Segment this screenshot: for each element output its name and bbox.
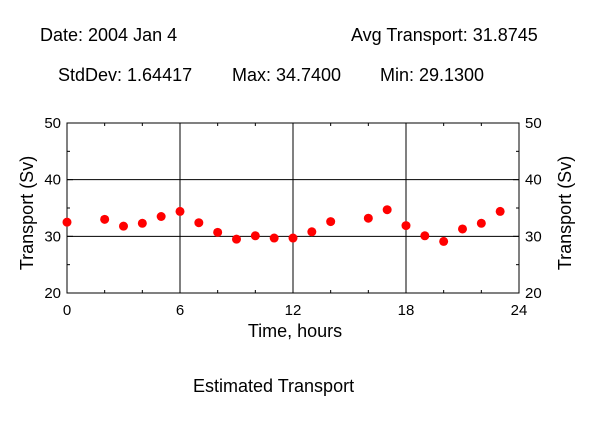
y-tick-label: 20 bbox=[44, 285, 61, 302]
y-axis-label: Transport (Sv) bbox=[17, 156, 37, 270]
max-label: Max: 34.7400 bbox=[232, 65, 342, 85]
x-tick-label: 0 bbox=[63, 302, 71, 319]
data-point bbox=[307, 227, 317, 237]
stddev-label: StdDev: 1.64417 bbox=[58, 65, 193, 85]
x-axis-label: Time, hours bbox=[248, 321, 342, 341]
data-point bbox=[495, 206, 505, 216]
x-tick-label: 24 bbox=[511, 302, 528, 319]
grid-lines bbox=[67, 123, 519, 293]
y-tick-label-right: 20 bbox=[525, 285, 542, 302]
data-point bbox=[232, 234, 241, 244]
data-point bbox=[100, 214, 110, 224]
date-label: Date: 2004 Jan 4 bbox=[40, 25, 178, 45]
y-tick-label: 50 bbox=[44, 115, 61, 132]
data-point bbox=[62, 217, 72, 227]
plot-frame bbox=[66, 122, 520, 294]
data-point bbox=[156, 212, 166, 221]
data-point bbox=[194, 218, 204, 228]
min-label: Min: 29.1300 bbox=[380, 65, 485, 85]
data-points bbox=[62, 205, 505, 246]
data-point bbox=[458, 224, 467, 234]
data-point bbox=[476, 218, 486, 228]
data-point bbox=[250, 231, 260, 241]
x-tick-label: 6 bbox=[176, 302, 184, 319]
data-point bbox=[175, 206, 185, 216]
avg-transport-label: Avg Transport: 31.8745 bbox=[351, 25, 538, 45]
data-point bbox=[363, 213, 373, 223]
data-point bbox=[269, 233, 279, 243]
data-point bbox=[119, 221, 128, 231]
data-point bbox=[439, 236, 449, 246]
data-point bbox=[382, 205, 392, 215]
y-tick-label-right: 40 bbox=[525, 172, 542, 189]
y-tick-label: 40 bbox=[44, 172, 61, 189]
y-tick-label-right: 50 bbox=[525, 115, 542, 132]
data-point bbox=[420, 231, 430, 241]
y-axis-label-right: Transport (Sv) bbox=[555, 156, 575, 270]
data-point bbox=[326, 217, 336, 227]
x-tick-label: 18 bbox=[398, 302, 415, 319]
chart-caption: Estimated Transport bbox=[193, 376, 355, 396]
x-tick-label: 12 bbox=[285, 302, 302, 319]
data-point bbox=[137, 218, 147, 228]
y-tick-label-right: 30 bbox=[525, 228, 542, 245]
data-point bbox=[213, 227, 223, 237]
data-point bbox=[401, 221, 411, 231]
y-tick-label: 30 bbox=[44, 228, 61, 245]
data-point bbox=[288, 233, 298, 243]
